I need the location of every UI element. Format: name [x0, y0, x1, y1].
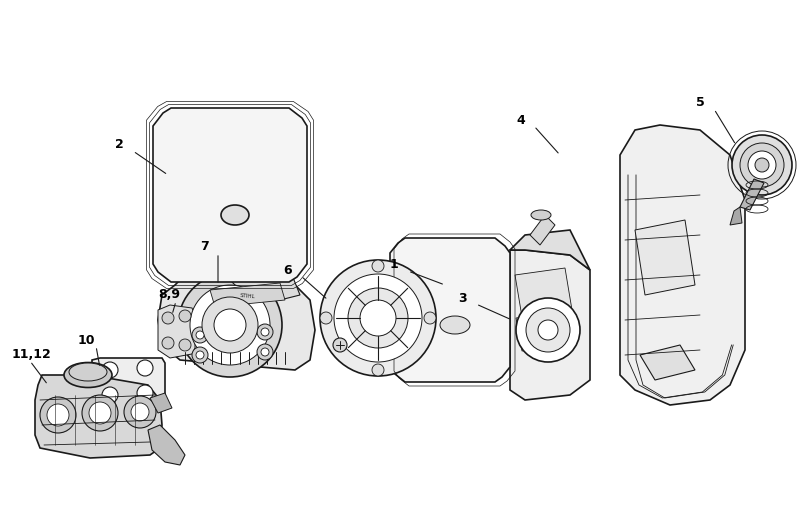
Circle shape: [516, 298, 580, 362]
Text: 4: 4: [516, 114, 525, 127]
Circle shape: [360, 300, 396, 336]
Polygon shape: [92, 358, 165, 412]
Polygon shape: [516, 312, 568, 351]
Circle shape: [192, 347, 208, 363]
Circle shape: [257, 344, 273, 360]
Polygon shape: [35, 375, 162, 458]
Text: 8,9: 8,9: [158, 288, 180, 301]
Circle shape: [372, 260, 384, 272]
Circle shape: [131, 403, 149, 421]
Ellipse shape: [64, 363, 112, 388]
Circle shape: [179, 310, 191, 322]
Text: 3: 3: [458, 291, 466, 305]
Text: 6: 6: [283, 263, 292, 277]
Ellipse shape: [69, 363, 107, 381]
Polygon shape: [230, 270, 300, 300]
Circle shape: [89, 402, 111, 424]
Circle shape: [190, 285, 270, 365]
Circle shape: [196, 351, 204, 359]
Circle shape: [82, 395, 118, 431]
Circle shape: [526, 308, 570, 352]
Circle shape: [320, 260, 436, 376]
Text: 11,12: 11,12: [12, 348, 52, 362]
Polygon shape: [510, 250, 590, 400]
Ellipse shape: [531, 210, 551, 220]
Circle shape: [748, 151, 776, 179]
Text: 5: 5: [696, 97, 705, 109]
Circle shape: [179, 339, 191, 351]
Polygon shape: [148, 425, 185, 465]
Polygon shape: [158, 305, 195, 358]
Polygon shape: [730, 207, 742, 225]
Circle shape: [320, 312, 332, 324]
Circle shape: [261, 348, 269, 356]
Circle shape: [261, 328, 269, 336]
Circle shape: [162, 337, 174, 349]
Circle shape: [755, 158, 769, 172]
Polygon shape: [153, 108, 307, 282]
Polygon shape: [620, 125, 745, 405]
Text: 2: 2: [115, 138, 124, 152]
Circle shape: [202, 297, 258, 353]
Text: STIHL: STIHL: [239, 293, 255, 299]
Circle shape: [334, 274, 422, 362]
Ellipse shape: [440, 316, 470, 334]
Circle shape: [732, 135, 792, 195]
Polygon shape: [640, 345, 695, 380]
Circle shape: [47, 404, 69, 426]
Text: 10: 10: [78, 334, 95, 346]
Circle shape: [424, 312, 436, 324]
Circle shape: [102, 387, 118, 403]
Circle shape: [333, 338, 347, 352]
Polygon shape: [510, 230, 590, 270]
Polygon shape: [390, 238, 510, 382]
Circle shape: [124, 396, 156, 428]
Circle shape: [137, 385, 153, 401]
Circle shape: [372, 364, 384, 376]
Polygon shape: [635, 220, 695, 295]
Circle shape: [102, 362, 118, 378]
Circle shape: [178, 273, 282, 377]
Circle shape: [538, 320, 558, 340]
Polygon shape: [210, 283, 285, 307]
Circle shape: [162, 312, 174, 324]
Circle shape: [257, 324, 273, 340]
Ellipse shape: [221, 205, 249, 225]
Circle shape: [196, 331, 204, 339]
Polygon shape: [158, 280, 315, 370]
Polygon shape: [515, 268, 572, 317]
Circle shape: [40, 397, 76, 433]
Circle shape: [214, 309, 246, 341]
Text: 7: 7: [200, 240, 209, 253]
Circle shape: [192, 327, 208, 343]
Circle shape: [740, 143, 784, 187]
Polygon shape: [740, 179, 764, 210]
Polygon shape: [530, 215, 555, 245]
Circle shape: [137, 360, 153, 376]
Text: 1: 1: [390, 259, 398, 271]
Circle shape: [348, 288, 408, 348]
Polygon shape: [150, 393, 172, 413]
